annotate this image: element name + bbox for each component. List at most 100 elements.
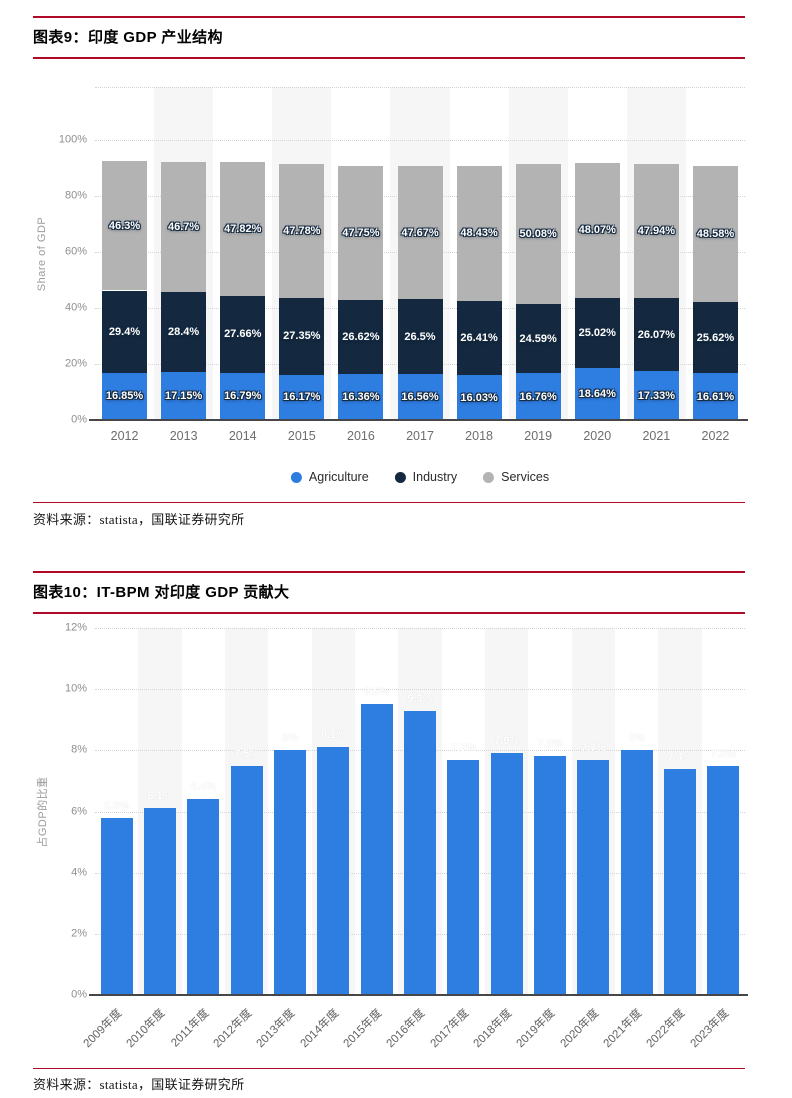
legend-item-industry: Industry [394, 470, 458, 484]
segment-agriculture-2018: 16.03% [456, 375, 502, 420]
bar-2022 [664, 768, 696, 995]
segment-value-label: 26.5% [404, 330, 436, 343]
segment-value-label: 26.07% [637, 328, 676, 341]
x-tick-label: 2021 [642, 429, 671, 443]
segment-services-2021: 47.94% [633, 164, 679, 299]
segment-value-label: 27.66% [224, 328, 262, 341]
segment-value-label: 26.62% [342, 330, 380, 343]
segment-value-label: 16.79% [224, 390, 262, 403]
x-tick-label: 2012 [110, 429, 139, 443]
y-tick-label: 80% [64, 189, 87, 202]
segment-industry-2022: 25.62% [692, 301, 738, 374]
legend-item-services: Services [483, 470, 549, 484]
y-tick-label: 4% [71, 866, 87, 879]
legend-label: Industry [412, 470, 458, 484]
segment-value-label: 27.35% [283, 330, 321, 343]
segment-value-label: 47.94% [637, 225, 676, 238]
x-tick-label: 2020 [583, 429, 612, 443]
y-tick-label: 12% [64, 621, 87, 634]
segment-value-label: 16.36% [342, 391, 380, 404]
x-tick-label: 2016 [347, 429, 375, 443]
segment-agriculture-2022: 16.61% [692, 373, 738, 420]
segment-services-2020: 48.07% [574, 163, 620, 298]
industry-legend-dot-icon [394, 471, 406, 483]
x-tick-label: 2014 [228, 429, 257, 443]
segment-industry-2018: 26.41% [456, 301, 502, 376]
segment-value-label: 16.76% [519, 390, 557, 403]
agriculture-legend-dot-icon [290, 471, 302, 483]
bar-2021 [620, 750, 653, 995]
segment-value-label: 47.75% [342, 226, 380, 239]
bar-value-label: 7.5% [234, 747, 260, 760]
figure10-source-rule [33, 1068, 745, 1069]
y-tick-label: 6% [71, 805, 87, 817]
bar-value-label: 7.9% [494, 735, 520, 748]
figure9-title-rule [33, 57, 745, 59]
segment-agriculture-2014: 16.79% [220, 372, 266, 420]
figure9-top-rule [33, 16, 745, 18]
legend-label: Services [501, 470, 550, 484]
bar-2018 [490, 753, 523, 995]
segment-industry-2014: 27.66% [220, 295, 266, 373]
segment-value-label: 50.08% [519, 228, 557, 241]
gridline [95, 689, 745, 691]
x-tick-label: 2013 [169, 429, 198, 443]
x-tick-label: 2017 [406, 429, 434, 443]
segment-services-2018: 48.43% [456, 165, 502, 302]
bar-value-label: 8% [628, 732, 645, 745]
gridline [95, 628, 745, 629]
y-tick-label: 20% [64, 357, 87, 370]
segment-services-2013: 46.7% [161, 161, 207, 293]
segment-industry-2020: 25.02% [574, 297, 620, 368]
legend-label: Agriculture [308, 470, 369, 484]
segment-agriculture-2021: 17.33% [633, 371, 679, 420]
x-tick-label-text: 2023年度 [688, 1007, 732, 1051]
segment-value-label: 48.58% [696, 227, 735, 240]
segment-agriculture-2013: 17.15% [161, 371, 207, 420]
y-tick-label: 8% [71, 743, 87, 756]
services-legend-dot-icon [483, 471, 495, 483]
bar-value-label: 9.3% [407, 692, 433, 705]
segment-agriculture-2019: 16.76% [515, 373, 561, 420]
segment-services-2019: 50.08% [515, 163, 561, 305]
bar-value-label: 7.7% [580, 741, 606, 754]
bar-2019 [534, 756, 566, 995]
segment-value-label: 17.15% [164, 389, 203, 402]
x-axis-line [89, 994, 748, 996]
segment-industry-2016: 26.62% [338, 299, 384, 375]
bar-2017 [447, 759, 480, 995]
figure10-source: 资料来源：statista，国联证券研究所 [33, 1077, 245, 1092]
bar-2023 [707, 765, 740, 995]
segment-value-label: 48.07% [578, 224, 616, 237]
segment-value-label: 47.67% [401, 226, 439, 239]
plot-top-border [95, 87, 745, 88]
segment-value-label: 16.56% [401, 390, 439, 403]
segment-industry-2021: 26.07% [633, 298, 679, 372]
segment-value-label: 46.7% [168, 221, 200, 234]
segment-services-2022: 48.58% [692, 165, 738, 302]
bar-value-label: 5.8% [104, 799, 130, 812]
segment-services-2017: 47.67% [397, 165, 443, 300]
segment-value-label: 25.62% [696, 331, 735, 344]
gridline [95, 140, 745, 141]
segment-industry-2019: 24.59% [515, 304, 561, 374]
y-tick-label: 60% [64, 245, 87, 258]
bar-2014 [317, 747, 350, 995]
segment-value-label: 48.43% [460, 227, 498, 240]
legend-item-agriculture: Agriculture [290, 470, 369, 484]
segment-value-label: 17.33% [637, 389, 676, 402]
y-tick-label: 0% [71, 413, 87, 426]
bar-value-label: 9.5% [364, 686, 390, 699]
bar-2009 [100, 817, 133, 995]
bar-value-label: 7.7% [450, 741, 476, 754]
segment-services-2014: 47.82% [220, 161, 266, 296]
y-tick-label: 100% [58, 133, 87, 146]
x-tick-label: 2019 [524, 429, 553, 443]
segment-agriculture-2015: 16.17% [279, 374, 325, 420]
y-tick-label: 10% [64, 682, 87, 695]
segment-value-label: 47.78% [283, 225, 321, 238]
segment-value-label: 16.17% [283, 391, 321, 404]
segment-value-label: 18.64% [578, 387, 616, 400]
bar-value-label: 6.4% [190, 781, 216, 794]
